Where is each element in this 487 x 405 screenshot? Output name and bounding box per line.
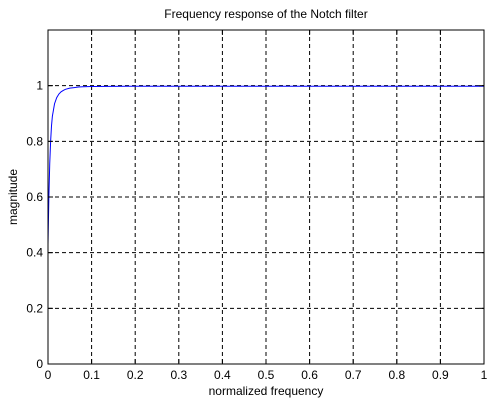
tick-labels: 0 0.1 0.2 0.3 0.4 0.5 0.6 0.7 0.8 0.9 1 0 0.2 0.4 0.6 0…: [26, 79, 487, 382]
grid-lines: [48, 30, 484, 364]
x-tick-label: 0.8: [388, 368, 405, 382]
x-tick-label: 0.2: [127, 368, 144, 382]
x-tick-label: 0.1: [83, 368, 100, 382]
x-tick-label: 0.5: [258, 368, 275, 382]
chart-title: Frequency response of the Notch filter: [164, 7, 367, 21]
y-tick-label: 0.4: [26, 246, 43, 260]
tick-marks: [47, 30, 485, 365]
y-tick-label: 0.2: [26, 301, 43, 315]
y-tick-label: 0.8: [26, 134, 43, 148]
x-tick-label: 0.3: [170, 368, 187, 382]
y-tick-label: 0.6: [26, 190, 43, 204]
y-tick-label: 1: [36, 79, 43, 93]
y-axis-label: magnitude: [6, 169, 20, 225]
series-line: [47, 85, 484, 245]
x-axis-label: normalized frequency: [209, 384, 324, 398]
x-tick-label: 0.7: [345, 368, 362, 382]
x-tick-label: 1: [481, 368, 487, 382]
series-layer: [47, 85, 484, 245]
x-tick-label: 0.9: [432, 368, 449, 382]
x-tick-label: 0: [45, 368, 52, 382]
y-tick-label: 0: [36, 357, 43, 371]
x-tick-label: 0.4: [214, 368, 231, 382]
x-tick-label: 0.6: [301, 368, 318, 382]
